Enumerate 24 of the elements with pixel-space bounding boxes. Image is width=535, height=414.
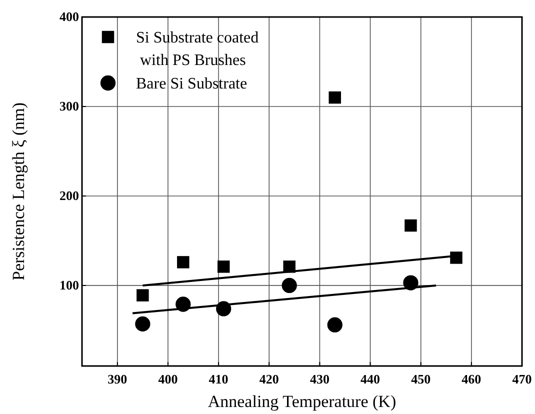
- x-tick-label: 460: [462, 371, 482, 386]
- point: [404, 219, 417, 232]
- point: [450, 252, 462, 264]
- point: [328, 91, 341, 104]
- point: [327, 317, 342, 332]
- x-tick-label: 450: [411, 371, 431, 386]
- y-tick-label: 400: [60, 9, 79, 24]
- x-tick-label: 470: [512, 371, 532, 386]
- x-tick-label: 410: [208, 371, 228, 386]
- point: [135, 316, 150, 332]
- point: [217, 260, 230, 273]
- y-tick-label: 100: [60, 278, 79, 293]
- x-tick-label: 430: [310, 371, 330, 386]
- point: [177, 256, 190, 268]
- x-axis-title: Annealing Temperature (K): [208, 392, 396, 411]
- x-tick-label: 390: [108, 371, 128, 386]
- point: [282, 278, 297, 294]
- y-tick-label: 200: [60, 188, 79, 204]
- x-tick-label: 420: [259, 371, 279, 386]
- y-axis-title: Persistence Length ξ (nm): [9, 102, 28, 281]
- y-tick-label: 300: [60, 98, 79, 114]
- x-tick-label: 400: [158, 371, 178, 386]
- x-tick-label: 440: [360, 371, 380, 386]
- point: [136, 289, 149, 302]
